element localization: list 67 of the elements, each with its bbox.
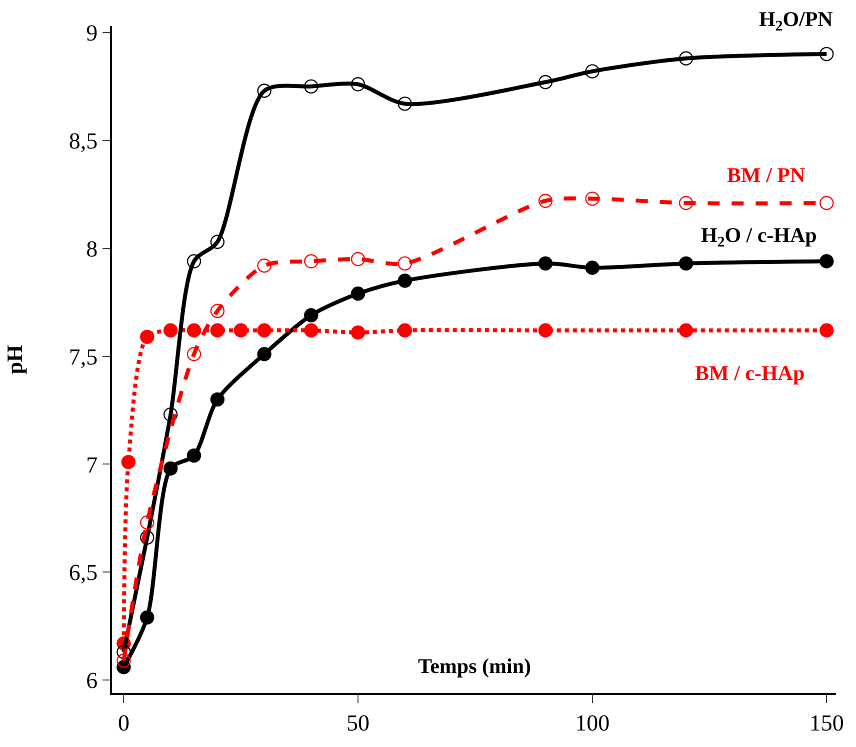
point	[304, 308, 318, 322]
x-tick-label: 150	[809, 710, 844, 736]
point	[678, 51, 694, 66]
series-label: BM / c-HAp	[695, 361, 805, 385]
point	[116, 654, 131, 668]
point	[350, 252, 366, 266]
point	[585, 260, 600, 275]
point	[820, 323, 834, 338]
point	[186, 448, 202, 463]
point	[140, 330, 154, 344]
point	[398, 274, 412, 288]
point	[398, 256, 412, 271]
point	[350, 325, 366, 340]
point	[234, 323, 248, 338]
series-label: H$_{2}$O/PN	[759, 7, 833, 34]
point	[538, 75, 553, 90]
y-tick-label: 9	[86, 20, 98, 46]
point	[678, 323, 694, 338]
point	[350, 77, 366, 92]
point	[140, 610, 154, 625]
y-tick-label: 6,5	[68, 560, 98, 586]
point	[398, 96, 412, 111]
point	[121, 454, 136, 470]
y-axis-title: pH	[2, 344, 28, 374]
point	[350, 286, 366, 301]
series-label: BM / PN	[727, 163, 806, 187]
x-tick-label: 0	[118, 710, 130, 736]
point	[163, 323, 178, 338]
point	[210, 323, 225, 338]
point	[398, 323, 412, 338]
x-axis-title: Temps (min)	[418, 654, 531, 678]
point	[210, 234, 225, 249]
point	[820, 46, 834, 62]
y-tick-label: 8,5	[68, 128, 98, 154]
point	[678, 256, 694, 271]
point	[257, 323, 272, 338]
y-tick-label: 6	[86, 668, 98, 694]
point	[210, 392, 225, 407]
point	[210, 304, 225, 318]
point	[585, 64, 600, 78]
point	[116, 644, 131, 660]
y-tick-label: 7,5	[68, 344, 98, 370]
point	[538, 194, 553, 208]
y-tick-label: 8	[86, 236, 98, 262]
point	[257, 84, 272, 98]
x-tick-label: 100	[575, 710, 610, 736]
x-tick-label: 50	[346, 710, 370, 736]
point	[678, 196, 694, 210]
point	[186, 254, 202, 268]
series-label: H$_{2}$O / c-HAp	[701, 223, 817, 250]
point	[820, 254, 834, 268]
point	[585, 192, 600, 206]
point	[186, 347, 202, 362]
point	[186, 323, 202, 338]
point	[304, 79, 318, 94]
point	[820, 196, 834, 210]
point	[538, 256, 553, 271]
point	[304, 254, 318, 268]
y-tick-label: 7	[86, 452, 98, 478]
point	[140, 515, 154, 530]
point	[163, 407, 178, 422]
point	[140, 530, 154, 545]
point	[163, 461, 178, 476]
point	[304, 323, 318, 338]
point	[538, 323, 553, 338]
point	[257, 258, 272, 273]
point	[257, 347, 272, 362]
